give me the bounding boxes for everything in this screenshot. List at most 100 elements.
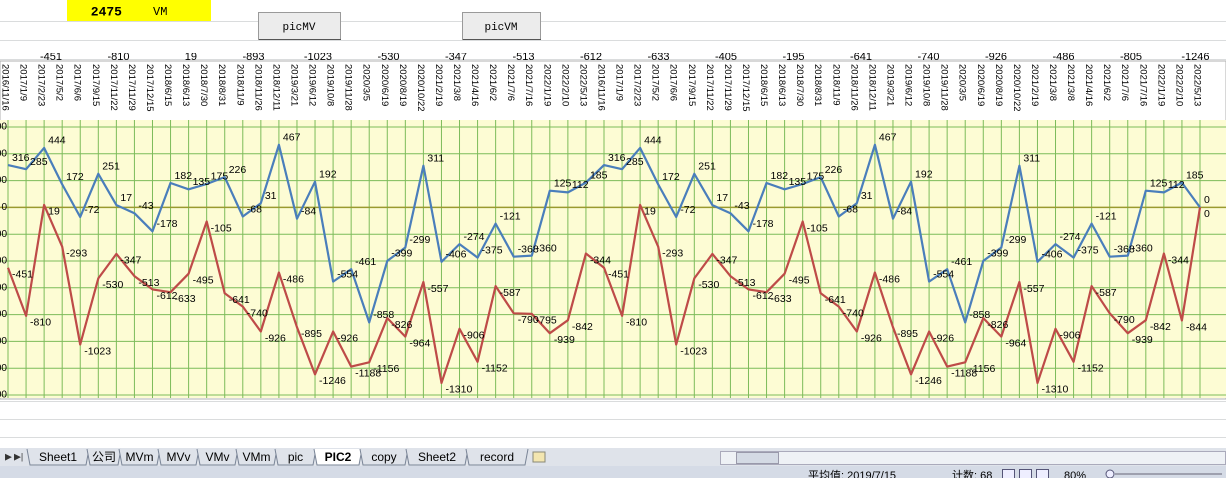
- tab-label[interactable]: PIC2: [325, 450, 352, 464]
- data-label: -633: [771, 293, 792, 305]
- view-layout[interactable]: [1019, 469, 1032, 478]
- y-tick-label: -1400: [0, 390, 7, 401]
- sheet-tab[interactable]: record: [465, 448, 529, 466]
- sheet-tab[interactable]: 公司: [86, 448, 122, 466]
- data-label: -406: [445, 249, 466, 261]
- data-label: 175: [211, 171, 229, 183]
- sheet-tab[interactable]: PIC2: [313, 448, 363, 466]
- cell-text: -926: [985, 51, 1007, 63]
- data-label: 467: [283, 132, 301, 144]
- data-label: -926: [933, 332, 954, 344]
- tab-label[interactable]: Sheet2: [418, 450, 456, 464]
- x-tick-label: 2021/6/2: [1101, 64, 1112, 101]
- x-tick-label: 2017/12/15: [740, 64, 751, 112]
- sheet-tab[interactable]: pic: [274, 448, 317, 466]
- tab-shape[interactable]: [118, 448, 161, 466]
- data-label: 444: [48, 135, 66, 147]
- tab-label[interactable]: VMm: [243, 450, 271, 464]
- data-label: -68: [247, 203, 262, 215]
- data-label: -1246: [915, 375, 942, 387]
- data-label: 112: [572, 179, 589, 191]
- view-normal[interactable]: [1002, 469, 1015, 478]
- data-label: 17: [716, 192, 728, 204]
- data-label: -939: [1132, 334, 1153, 346]
- tab-label[interactable]: VMv: [206, 450, 230, 464]
- view-break[interactable]: [1036, 469, 1049, 478]
- button[interactable]: picMV: [258, 12, 342, 40]
- nav-prev[interactable]: ▶: [5, 451, 12, 461]
- sheet-tab[interactable]: Sheet2: [405, 448, 469, 466]
- x-tick-label: 2018/7/30: [794, 64, 805, 106]
- data-label: -105: [211, 222, 232, 234]
- y-tick-label: -1000: [0, 336, 7, 347]
- tab-shape[interactable]: [405, 448, 469, 466]
- tab-label[interactable]: record: [480, 450, 514, 464]
- cell-text: -633: [647, 51, 669, 63]
- tab-shape[interactable]: [157, 448, 200, 466]
- zoom-out[interactable]: [1105, 469, 1115, 478]
- x-tick-label: 2017/6/6: [72, 64, 83, 101]
- sheet-tab[interactable]: MVm: [118, 448, 161, 466]
- sheet-tab[interactable]: VMm: [235, 448, 278, 466]
- data-label: -1156: [373, 363, 399, 375]
- tab-shape[interactable]: [359, 448, 409, 466]
- data-label: 192: [319, 168, 337, 180]
- button-label[interactable]: picVM: [484, 22, 517, 34]
- tab-label[interactable]: Sheet1: [39, 450, 77, 464]
- data-label: -1023: [84, 345, 111, 357]
- data-label: -399: [987, 248, 1008, 260]
- data-label: -895: [301, 328, 322, 340]
- sheet-tab[interactable]: Sheet1: [26, 448, 90, 466]
- data-label: 285: [626, 156, 644, 168]
- tab-shape[interactable]: [196, 448, 239, 466]
- data-label: -795: [536, 315, 557, 327]
- tab-nav[interactable]: ▶ ▶|: [5, 451, 23, 461]
- scroll-thumb[interactable]: [736, 452, 779, 464]
- insert-sheet[interactable]: [532, 451, 546, 463]
- x-tick-label: 2018/11/9: [234, 64, 245, 106]
- h-scrollbar[interactable]: [720, 451, 1226, 465]
- cell-text: -347: [445, 51, 467, 63]
- button[interactable]: picVM: [462, 12, 542, 40]
- tab-shape[interactable]: [313, 448, 363, 466]
- x-tick-label: 2018/6/13: [180, 64, 191, 106]
- data-label: -43: [734, 200, 749, 212]
- x-tick-label: 2020/8/19: [993, 64, 1004, 106]
- x-tick-label: 2018/8/31: [216, 64, 227, 106]
- data-label: -530: [698, 279, 719, 291]
- tab-shape[interactable]: [235, 448, 278, 466]
- data-label: 444: [644, 135, 662, 147]
- highlight-cell: [67, 0, 211, 21]
- tab-shape[interactable]: [465, 448, 529, 466]
- x-tick-label: 2020/3/5: [361, 64, 372, 101]
- tab-label[interactable]: MVv: [167, 450, 191, 464]
- cell-grid: [0, 21, 1226, 438]
- data-label: -299: [1005, 234, 1026, 246]
- nav-last[interactable]: ▶|: [14, 451, 23, 461]
- tab-label[interactable]: MVm: [126, 450, 154, 464]
- data-label: 125: [1150, 177, 1168, 189]
- data-label: -557: [427, 283, 448, 295]
- tab-label[interactable]: 公司: [92, 450, 116, 464]
- sheet-tab[interactable]: MVv: [157, 448, 200, 466]
- x-tick-label: 2017/11/29: [722, 64, 733, 111]
- y-tick-label: 600: [0, 122, 7, 133]
- button-label[interactable]: picMV: [282, 22, 315, 34]
- data-label: 125: [554, 177, 572, 189]
- sheet-tab[interactable]: copy: [359, 448, 409, 466]
- data-label: -461: [951, 256, 972, 268]
- tab-shape[interactable]: [26, 448, 90, 466]
- tab-shape[interactable]: [86, 448, 122, 466]
- sheet-tab[interactable]: VMv: [196, 448, 239, 466]
- tab-label[interactable]: copy: [371, 450, 396, 464]
- x-tick-label: 2017/11/22: [108, 64, 119, 111]
- data-label: 316: [608, 152, 626, 164]
- cell-text: -486: [1052, 51, 1074, 63]
- sheet-tabs: Sheet1 公司 MVm MVv VMv VMm pic PIC2 copy Sheet2 rec…: [26, 448, 546, 466]
- tab-shape[interactable]: [274, 448, 317, 466]
- data-label: -740: [843, 307, 864, 319]
- button-face[interactable]: [462, 12, 541, 40]
- data-label: 172: [66, 171, 84, 183]
- tab-label[interactable]: pic: [288, 450, 303, 464]
- data-label: 135: [193, 176, 211, 188]
